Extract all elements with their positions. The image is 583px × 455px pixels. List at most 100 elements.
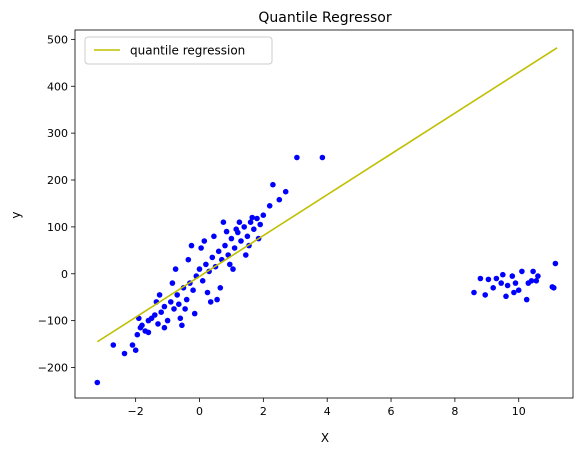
scatter-point: [190, 287, 196, 294]
scatter-point: [199, 278, 206, 284]
scatter-point: [155, 321, 161, 327]
scatter-point: [139, 322, 145, 329]
scatter-point: [223, 228, 230, 235]
scatter-point: [503, 293, 509, 300]
x-tick-label: −2: [128, 405, 144, 418]
scatter-point: [485, 276, 492, 283]
scatter-point: [266, 203, 273, 209]
scatter-point: [319, 154, 326, 161]
y-tick-label: 500: [47, 33, 68, 46]
y-tick-label: 400: [47, 80, 68, 93]
y-tick-label: 300: [47, 127, 68, 140]
scatter-point: [134, 331, 141, 338]
scatter-point: [504, 282, 511, 289]
scatter-point: [511, 289, 517, 296]
scatter-point: [110, 342, 117, 348]
scatter-point: [509, 273, 516, 279]
scatter-point: [207, 299, 214, 305]
scatter-point: [145, 329, 152, 336]
scatter-point: [552, 260, 559, 267]
y-tick-label: 200: [47, 174, 68, 187]
scatter-point: [294, 154, 300, 161]
scatter-point: [198, 245, 204, 251]
scatter-point: [270, 181, 276, 188]
scatter-point: [257, 221, 264, 228]
scatter-point: [172, 266, 179, 272]
scatter-point: [471, 289, 477, 296]
scatter-point: [169, 280, 176, 286]
scatter-point: [241, 224, 247, 230]
scatter-point: [230, 266, 236, 272]
plot-area: [74, 29, 574, 399]
scatter-point: [533, 278, 540, 284]
legend: quantile regression: [84, 36, 273, 65]
scatter-point: [183, 296, 190, 303]
y-tick-label: 100: [47, 221, 68, 234]
x-tick-label: 10: [512, 405, 526, 418]
scatter-point: [129, 342, 136, 348]
x-axis-label: X: [321, 431, 329, 445]
scatter-point: [233, 226, 239, 232]
scatter-point: [493, 275, 500, 282]
x-tick-label: 2: [260, 405, 267, 418]
scatter-point: [168, 299, 174, 305]
scatter-point: [523, 296, 530, 303]
scatter-point: [185, 256, 192, 263]
scatter-point: [254, 215, 260, 222]
axes-frame: [74, 29, 574, 399]
scatter-point: [247, 219, 254, 225]
scatter-point: [203, 261, 209, 268]
scatter-point: [164, 317, 171, 324]
scatter-point: [228, 235, 235, 242]
scatter-point: [490, 285, 497, 291]
scatter-point: [260, 212, 267, 218]
scatter-point: [204, 289, 211, 296]
scatter-point: [176, 301, 182, 308]
scatter-point: [161, 303, 168, 310]
scatter-point: [211, 233, 217, 240]
x-axis: −2 0 2 4 6 8 10: [128, 398, 526, 418]
scatter-point: [171, 306, 177, 312]
x-tick-label: 4: [324, 405, 331, 418]
scatter-point: [549, 284, 556, 290]
chart-title: Quantile Regressor: [258, 10, 391, 26]
x-tick-label: 8: [451, 405, 458, 418]
scatter-point: [512, 280, 519, 286]
scatter-point: [231, 245, 238, 251]
scatter-point: [282, 188, 289, 195]
scatter-point: [201, 238, 208, 244]
scatter-point: [156, 292, 163, 298]
scatter-point: [528, 278, 535, 284]
scatter-point: [215, 248, 222, 255]
scatter-point: [158, 309, 164, 316]
scatter-point: [214, 296, 220, 303]
scatter-point: [161, 324, 168, 331]
scatter-point: [477, 275, 484, 282]
scatter-point: [238, 238, 244, 244]
y-tick-label: −200: [38, 362, 68, 375]
scatter-point: [217, 285, 224, 291]
scatter-point: [94, 379, 101, 386]
x-tick-label: 6: [388, 405, 395, 418]
legend-label: quantile regression: [130, 44, 245, 58]
scatter-point: [121, 350, 128, 357]
scatter-point: [498, 280, 505, 286]
scatter-point: [179, 322, 185, 329]
scatter-point: [482, 292, 489, 298]
scatter-point: [244, 233, 251, 240]
scatter-point: [276, 196, 283, 203]
scatter-point: [535, 273, 541, 279]
legend-box: [84, 36, 273, 65]
regression-line: [96, 47, 558, 343]
scatter-point: [196, 266, 203, 272]
scatter-point: [209, 254, 216, 261]
scatter-point: [177, 315, 184, 322]
scatter-point: [227, 261, 233, 268]
scatter-point: [251, 226, 257, 232]
y-tick-label: 0: [61, 268, 68, 281]
x-tick-label: 0: [196, 405, 203, 418]
scatter-point: [243, 252, 249, 258]
y-axis: −200 −100 0 100 200 300 400 500: [38, 33, 75, 375]
scatter-point: [132, 347, 139, 354]
